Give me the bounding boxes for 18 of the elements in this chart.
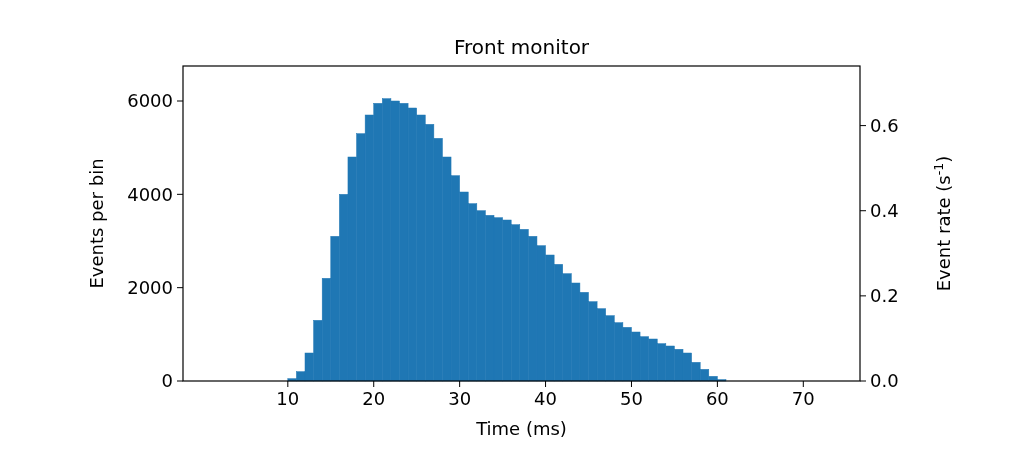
x-tick-label: 20 xyxy=(362,388,386,409)
y2-tick-label: 0.2 xyxy=(870,285,899,307)
y2-tick-label: 0.0 xyxy=(870,370,899,392)
y-axis-title: Events per bin xyxy=(86,158,107,289)
x-axis-title: Time (ms) xyxy=(475,418,567,439)
x-tick-label: 70 xyxy=(791,388,815,409)
x-tick-label: 10 xyxy=(276,388,300,409)
x-tick-label: 50 xyxy=(620,388,643,409)
y-tick-label: 2000 xyxy=(127,276,173,298)
y-tick-label: 0 xyxy=(161,370,173,392)
y-tick-label: 4000 xyxy=(127,183,173,205)
x-tick-label: 30 xyxy=(448,388,472,409)
chart-title: Front monitor xyxy=(453,35,590,59)
y2-tick-label: 0.4 xyxy=(870,200,899,222)
y-tick-label: 6000 xyxy=(127,90,173,112)
x-tick-label: 40 xyxy=(534,388,558,409)
y2-tick-label: 0.6 xyxy=(870,114,899,136)
x-tick-label: 60 xyxy=(705,388,729,409)
